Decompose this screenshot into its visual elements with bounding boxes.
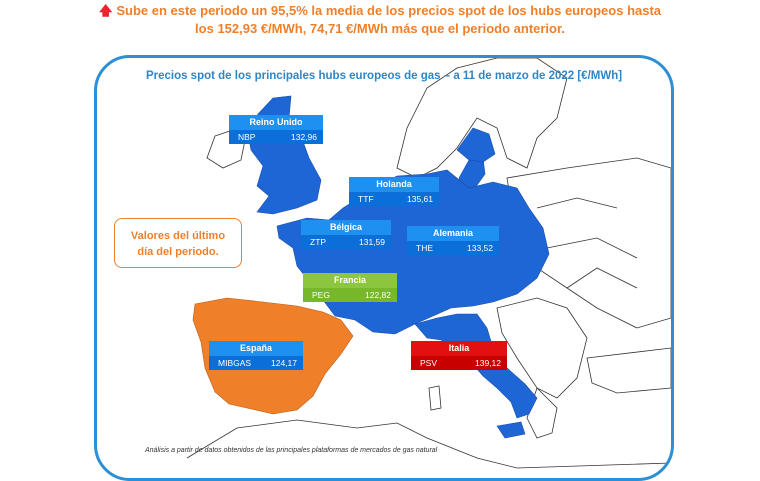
turkey-outline (586, 347, 671, 394)
europe-map (186, 58, 671, 469)
hub-code: TTF (358, 194, 374, 204)
hub-country: España (209, 341, 303, 356)
hub-label-francia: Francia PEG 122,82 (303, 273, 397, 302)
north-africa-outline (186, 419, 671, 469)
hub-price: 131,59 (359, 237, 385, 247)
hub-label-alemania: Alemania THE 133,52 (407, 226, 499, 255)
headline-text-1: Sube en este periodo un 95,5% la media d… (116, 3, 662, 18)
balkans-outline (496, 297, 588, 399)
sardinia-outline (428, 385, 442, 411)
scandinavia-outline (396, 58, 568, 179)
headline-line-1: 🡅 Sube en este periodo un 95,5% la media … (0, 2, 760, 24)
hub-code: NBP (238, 132, 256, 142)
map-title: Precios spot de los principales hubs eur… (145, 70, 623, 82)
hub-country: Holanda (349, 177, 439, 192)
hub-label-holanda: Holanda TTF 135,61 (349, 177, 439, 206)
hub-price: 132,96 (291, 132, 317, 142)
period-note-line-2: día del periodo. (137, 246, 219, 258)
south-sweden-shape (456, 127, 496, 163)
hub-code: MIBGAS (218, 358, 252, 368)
period-note: Valores del último día del periodo. (114, 218, 242, 268)
hub-label-reino-unido: Reino Unido NBP 132,96 (229, 115, 323, 144)
hub-price: 139,12 (475, 358, 501, 368)
up-arrow-icon: 🡅 (98, 3, 113, 18)
hub-label-belgica: Bélgica ZTP 131,59 (301, 220, 391, 249)
hub-price: 122,82 (365, 290, 391, 300)
hub-code: PSV (420, 358, 438, 368)
hub-price: 124,17 (271, 358, 297, 368)
source-note: Análisis a partir de datos obtenidos de … (145, 447, 438, 454)
hub-label-espana: España MIBGAS 124,17 (209, 341, 303, 370)
hub-price: 135,61 (407, 194, 433, 204)
eastern-borders (536, 197, 638, 289)
hub-country: Bélgica (301, 220, 391, 235)
period-note-line-1: Valores del último (130, 230, 226, 242)
great-britain-shape (246, 95, 322, 215)
hub-country: Alemania (407, 226, 499, 241)
map-frame: Precios spot de los principales hubs eur… (94, 55, 674, 481)
hub-country: Reino Unido (229, 115, 323, 130)
hub-price: 133,52 (467, 243, 493, 253)
hub-code: THE (416, 243, 433, 253)
sicily-shape (496, 421, 526, 439)
hub-label-italia: Italia PSV 139,12 (411, 341, 507, 370)
headline-line-2: los 152,93 €/MWh, 74,71 €/MWh más que el… (195, 21, 565, 36)
hub-code: PEG (312, 290, 330, 300)
hub-country: Francia (303, 273, 397, 288)
hub-country: Italia (411, 341, 507, 356)
hub-code: ZTP (310, 237, 327, 247)
